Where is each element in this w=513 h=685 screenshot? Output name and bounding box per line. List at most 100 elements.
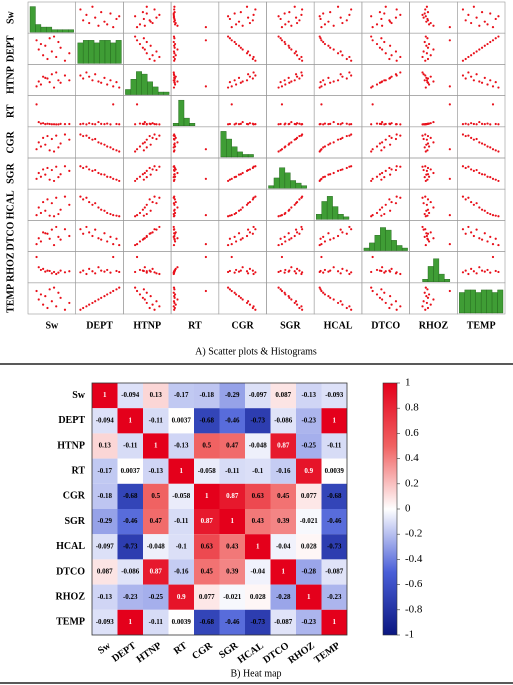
scatter-point <box>145 203 148 206</box>
scatter-point <box>320 243 323 246</box>
scatter-point <box>173 17 176 21</box>
histogram-bar <box>391 240 397 251</box>
heatmap-cell <box>194 483 220 509</box>
scatter-point <box>375 122 379 125</box>
scatter-point <box>50 272 53 275</box>
scatter-point <box>94 137 97 141</box>
heatmap-cell <box>92 534 118 560</box>
scatter-point <box>153 8 156 11</box>
x-axis-label: SGR <box>280 320 301 331</box>
heatmap-cell <box>92 509 118 535</box>
scatter-point <box>298 122 301 125</box>
scatter-point <box>489 212 492 216</box>
scatter-point <box>279 288 282 291</box>
scatter-point <box>241 24 244 27</box>
scatter-point <box>173 81 176 84</box>
y-axis-label: RHOZ <box>5 252 16 282</box>
scatter-point <box>448 148 451 151</box>
scatter-point <box>489 79 492 82</box>
scatter-point <box>48 237 51 240</box>
panel <box>409 282 458 315</box>
cell-label: -0.097 <box>96 542 115 550</box>
cell-label: -0.093 <box>325 391 344 399</box>
histogram-bar <box>247 154 254 158</box>
scatter-point <box>394 16 398 19</box>
scatter-point <box>226 123 230 126</box>
scatter-point <box>153 271 156 274</box>
scatter-point <box>172 228 176 231</box>
scatter-point <box>50 137 53 141</box>
cell-label: -0.68 <box>199 416 214 424</box>
cell-label: 0.39 <box>226 568 239 576</box>
col-label: HTNP <box>135 640 164 665</box>
scatter-point <box>432 171 435 175</box>
scatter-point <box>491 214 495 217</box>
heatmap-cell <box>143 458 169 484</box>
scatter-point <box>94 228 97 231</box>
scatter-point <box>79 74 82 77</box>
scatter-point <box>384 270 387 273</box>
scatter-point <box>241 298 244 301</box>
scatter-point <box>115 178 118 181</box>
scatter-point <box>94 272 97 275</box>
scatter-point <box>277 86 280 89</box>
panel <box>27 126 77 159</box>
scatter-point <box>149 143 152 146</box>
scatter-point <box>283 12 286 15</box>
histogram-bar <box>396 245 403 251</box>
scatter-point <box>298 57 301 61</box>
scatter-point <box>384 52 387 55</box>
cell-label: -0.058 <box>198 467 217 475</box>
scatter-point <box>464 198 467 201</box>
scatter-point <box>173 83 177 86</box>
scatter-point <box>173 42 177 46</box>
scatter-point <box>88 231 91 234</box>
cell-label: 0.0037 <box>121 467 141 475</box>
scatter-point <box>426 122 429 126</box>
scatter-point <box>134 150 137 153</box>
scatter-point <box>230 214 233 217</box>
scatter-point <box>370 286 373 289</box>
scatter-point <box>233 12 236 15</box>
scatter-point <box>425 138 428 141</box>
scatter-point <box>277 35 280 38</box>
heatmap-cell <box>117 584 143 610</box>
scatter-point <box>245 234 249 238</box>
cell-label: 0.0039 <box>172 618 192 626</box>
scatter-point <box>448 243 451 246</box>
scatter-point <box>339 228 342 231</box>
scatter-point <box>284 240 287 243</box>
scatter-point <box>204 255 207 259</box>
scatter-point <box>103 143 106 146</box>
scatter-point <box>478 48 481 51</box>
scatter-point <box>300 123 303 126</box>
scatter-point <box>155 228 158 231</box>
scatter-point <box>134 286 137 289</box>
scatter-point <box>427 211 431 215</box>
scatter-point <box>461 74 465 77</box>
scatter-point <box>425 301 428 305</box>
scatter-point <box>97 80 100 83</box>
scatter-point <box>112 243 115 246</box>
scatter-point <box>103 76 106 79</box>
scatter-point <box>106 268 109 272</box>
scatter-point <box>247 300 250 303</box>
scatter-point <box>380 37 383 40</box>
scatter-point <box>35 85 38 88</box>
heatmap-border <box>91 382 348 636</box>
scatter-point <box>464 57 467 61</box>
scatter-point <box>475 16 478 19</box>
scatter-point <box>378 296 382 299</box>
scatter-point <box>245 203 249 206</box>
scatter-point <box>467 272 470 276</box>
scatter-point <box>475 73 478 76</box>
scatter-point <box>329 296 332 299</box>
scatter-point <box>148 166 151 170</box>
panel <box>123 282 172 315</box>
scatter-point <box>230 103 233 106</box>
scatter-point <box>329 173 332 176</box>
scatter-point <box>252 196 255 199</box>
caption: B) Heat map <box>230 668 281 679</box>
scatter-point <box>151 303 154 306</box>
scatter-point <box>251 57 254 61</box>
